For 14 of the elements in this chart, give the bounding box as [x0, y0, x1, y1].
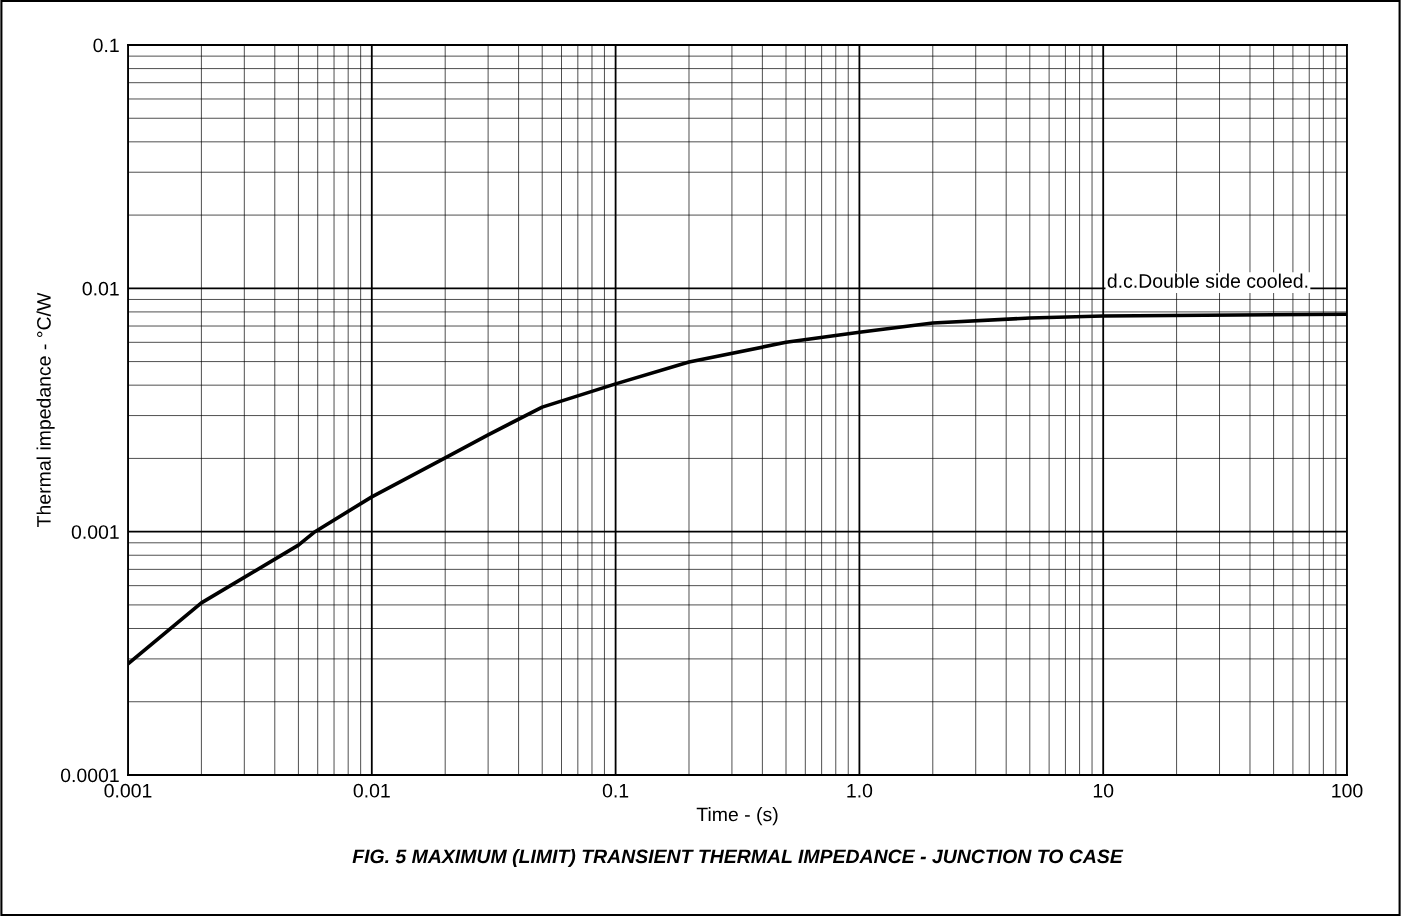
x-tick-label: 0.1	[602, 783, 629, 798]
x-tick-label: 100	[1332, 783, 1363, 798]
x-tick-label: 1.0	[847, 783, 873, 798]
annotation: d.c.Double side cooled.	[1107, 273, 1308, 288]
x-tick-label: 10	[1093, 783, 1114, 798]
x-tick-label: 0.001	[104, 783, 152, 798]
x-tick-label: 0.01	[353, 783, 390, 798]
y-tick-label: 0.1	[93, 38, 119, 53]
y-tick-label: 0.01	[82, 281, 119, 296]
y-axis-title: Thermal impedance - °C/W	[36, 292, 55, 527]
y-tick-label: 0.001	[71, 525, 119, 539]
text: FIG. 5 MAXIMUM (LIMIT) TRANSIENT THERMAL IMPEDANCE - JUNCTION TO CASE	[352, 848, 1124, 868]
x-axis-title: Time - (s)	[696, 807, 778, 826]
y-tick-label: 0.0001	[60, 768, 119, 783]
